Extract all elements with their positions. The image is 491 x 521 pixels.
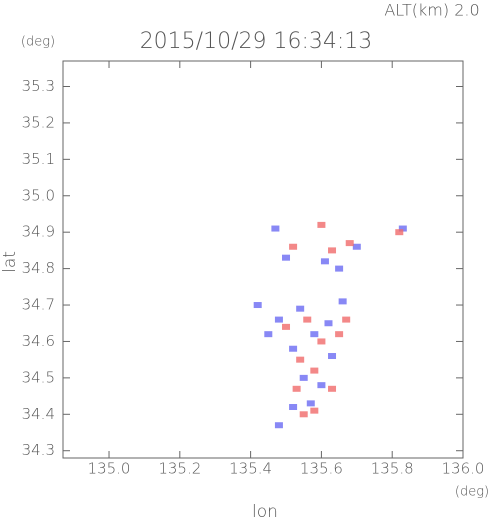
- data-point: [299, 374, 308, 381]
- data-point: [274, 422, 283, 429]
- y-tick-label: 35.2: [22, 113, 55, 131]
- data-point: [253, 302, 262, 309]
- x-unit: (deg): [455, 485, 489, 500]
- data-point: [310, 367, 319, 374]
- x-tick-label: 135.8: [371, 460, 414, 478]
- chart-title: 2015/10/29 16:34:13: [140, 29, 373, 54]
- data-point: [317, 221, 326, 228]
- data-point: [335, 331, 344, 338]
- data-point: [328, 385, 337, 392]
- data-point: [299, 411, 308, 418]
- x-tick-label: 135.4: [229, 460, 272, 478]
- y-tick-label: 34.6: [22, 332, 55, 350]
- data-point: [274, 316, 283, 323]
- x-tick-label: 135.6: [300, 460, 343, 478]
- data-point: [296, 305, 305, 312]
- data-point: [296, 356, 305, 363]
- data-point: [292, 385, 301, 392]
- x-tick-label: 136.0: [442, 460, 485, 478]
- plot-frame: [62, 60, 464, 459]
- data-point: [289, 345, 298, 352]
- y-axis-label: lat: [0, 251, 20, 273]
- data-point: [282, 323, 291, 330]
- y-tick-label: 34.9: [22, 223, 55, 241]
- y-tick-label: 34.4: [22, 405, 55, 423]
- data-point: [303, 316, 312, 323]
- data-point: [342, 316, 351, 323]
- data-point: [282, 254, 291, 261]
- data-point: [271, 225, 280, 232]
- x-tick-label: 135.2: [158, 460, 201, 478]
- data-point: [335, 265, 344, 272]
- data-point: [338, 298, 347, 305]
- data-point: [320, 258, 329, 265]
- x-tick-label: 135.0: [88, 460, 131, 478]
- data-point: [310, 331, 319, 338]
- data-point: [395, 229, 404, 236]
- y-tick-label: 35.1: [22, 150, 55, 168]
- data-point: [352, 243, 361, 250]
- y-tick-label: 35.3: [22, 77, 55, 95]
- subtitle: ALT(km) 2.0: [384, 1, 479, 20]
- y-tick-label: 34.5: [22, 368, 55, 386]
- data-point: [328, 353, 337, 360]
- data-point: [398, 225, 407, 232]
- data-point: [306, 400, 315, 407]
- data-point: [345, 240, 354, 247]
- data-point: [324, 320, 333, 327]
- x-axis-label: lon: [252, 502, 278, 521]
- y-unit: (deg): [21, 35, 55, 50]
- y-tick-label: 34.8: [22, 259, 55, 277]
- data-point: [317, 338, 326, 345]
- data-point: [289, 404, 298, 411]
- data-point: [328, 247, 337, 254]
- data-point: [310, 407, 319, 414]
- y-tick-label: 35.0: [22, 186, 55, 204]
- y-tick-label: 34.7: [22, 296, 55, 314]
- data-point: [289, 243, 298, 250]
- data-point: [317, 382, 326, 389]
- data-point: [264, 331, 273, 338]
- y-tick-label: 34.3: [22, 441, 55, 459]
